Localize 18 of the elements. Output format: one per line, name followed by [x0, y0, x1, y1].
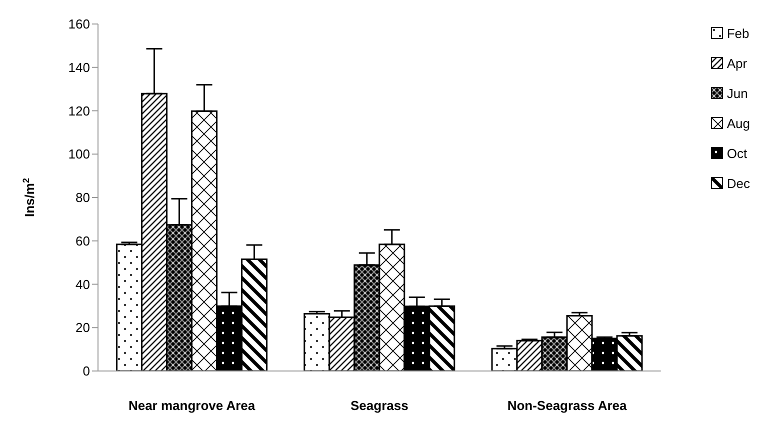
legend-label: Jun: [726, 86, 748, 100]
y-tick-label: 100: [68, 146, 90, 162]
x-tick-label: Non-Seagrass Area: [507, 398, 628, 414]
y-tick-label: 80: [76, 190, 90, 206]
y-tick-label: 0: [82, 364, 90, 379]
legend-label: Dec: [726, 176, 750, 190]
legend-label: Oct: [726, 146, 748, 160]
y-tick-label: 60: [76, 233, 90, 248]
y-tick-label: 20: [76, 320, 90, 336]
y-tick-label: 160: [68, 16, 90, 32]
y-tick-label: 140: [68, 60, 90, 75]
legend-label: Aug: [726, 116, 750, 130]
y-tick-label: 40: [76, 276, 90, 292]
x-tick-label: Near mangrove Area: [128, 398, 256, 414]
legend-label: Feb: [726, 26, 750, 40]
x-tick-label: Seagrass: [350, 398, 408, 414]
y-tick-label: 120: [68, 103, 90, 118]
legend-label: Apr: [726, 56, 748, 70]
